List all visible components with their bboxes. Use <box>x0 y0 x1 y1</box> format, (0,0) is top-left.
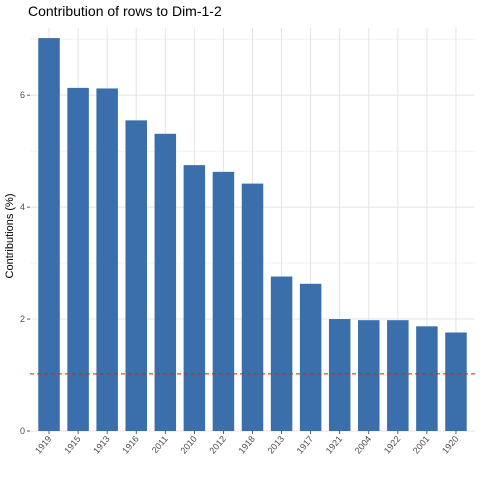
x-axis-ticks: 1919 1915 1913 1916 2011 2010 2012 1918 2013 1917… <box>33 431 460 456</box>
x-tick-label: 1921 <box>324 434 345 456</box>
x-tick-label: 1918 <box>236 434 257 456</box>
x-tick-label: 2011 <box>150 434 170 455</box>
bar-2004 <box>358 320 380 431</box>
x-tick-label: 1915 <box>62 434 83 456</box>
y-tick-label: 6 <box>20 90 25 100</box>
bar-2011 <box>154 133 177 431</box>
x-tick-label: 2001 <box>411 434 432 456</box>
x-tick-label: 1913 <box>91 434 112 456</box>
x-tick-label: 1922 <box>382 434 403 456</box>
y-tick-label: 0 <box>20 426 25 436</box>
bar-2013 <box>270 276 293 431</box>
bar-2010 <box>183 165 206 431</box>
bar-1915 <box>67 87 89 432</box>
bar-2001 <box>416 326 438 431</box>
bar-1920 <box>445 332 467 431</box>
bar-2012 <box>212 171 235 431</box>
bar-1921 <box>328 319 351 431</box>
bar-1917 <box>299 283 322 431</box>
bars-layer <box>38 38 467 432</box>
bar-1916 <box>125 120 147 432</box>
x-tick-label: 1917 <box>295 434 316 456</box>
bar-1913 <box>96 88 118 431</box>
x-tick-label: 2013 <box>266 434 287 456</box>
x-tick-label: 1920 <box>440 434 461 456</box>
x-tick-label: 2012 <box>207 434 228 456</box>
bar-1922 <box>387 320 409 431</box>
chart-title: Contribution of rows to Dim-1-2 <box>28 3 222 19</box>
y-axis-label: Contributions (%) <box>4 194 16 279</box>
bar-1919 <box>38 38 60 431</box>
x-tick-label: 2004 <box>353 434 374 456</box>
y-axis-ticks: 0 2 4 6 <box>20 90 30 436</box>
y-tick-label: 2 <box>20 314 25 324</box>
x-tick-label: 1919 <box>33 434 54 456</box>
bar-1918 <box>241 183 264 431</box>
y-tick-label: 4 <box>20 202 25 212</box>
x-tick-label: 2010 <box>178 434 199 456</box>
x-tick-label: 1916 <box>120 434 141 456</box>
